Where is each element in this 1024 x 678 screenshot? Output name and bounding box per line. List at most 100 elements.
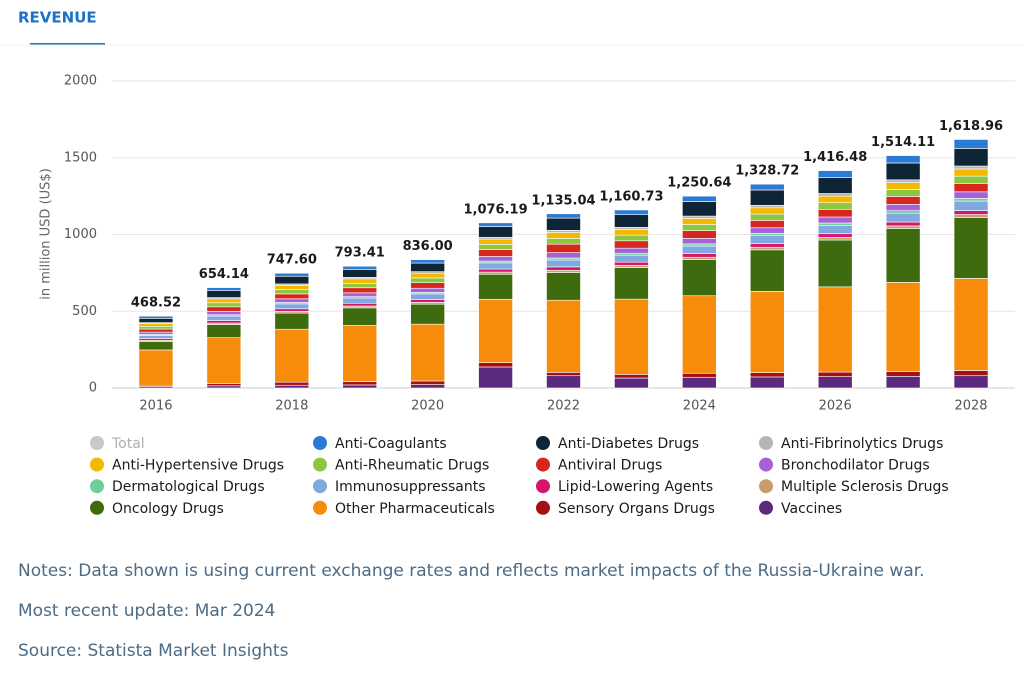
legend-label[interactable]: Anti-Fibrinolytics Drugs [781,436,943,452]
total-label: 468.52 [131,296,181,311]
x-tick-label: 2028 [954,399,987,414]
legend-label[interactable]: Antiviral Drugs [558,458,662,474]
bar-segment [138,323,174,327]
legend-label[interactable]: Anti-Diabetes Drugs [558,436,699,452]
total-label: 654.14 [199,267,249,282]
bar-segment [682,372,717,378]
bar-segment [206,315,242,321]
bar-segment [206,385,242,389]
bar-segment [546,213,581,219]
bar-segment [885,179,921,183]
bar-segment [749,243,785,248]
legend-swatch[interactable] [313,457,327,472]
bar-segment [410,323,445,382]
x-tick-label: 2018 [275,399,308,414]
legend-swatch[interactable] [90,436,104,450]
bar-segment [885,282,921,372]
legend-swatch[interactable] [313,500,327,515]
bar-segment [885,196,921,205]
legend-label[interactable]: Other Pharmaceuticals [335,501,495,517]
bar-segment [206,302,242,308]
legend-swatch[interactable] [90,479,104,494]
legend-label[interactable]: Bronchodilator Drugs [781,458,930,474]
legend-label[interactable]: Anti-Hypertensive Drugs [112,458,284,474]
bar-segment [478,222,513,227]
x-tick-label: 2016 [139,399,172,414]
bar-segment [614,209,649,215]
bar-segment [342,287,378,294]
bar-segment [749,205,785,209]
bar-segment [817,286,853,373]
bar-segment [749,372,785,378]
bar-segment [138,325,174,330]
bar-segment [274,303,310,310]
bar-segment [546,252,581,259]
bar-segment [410,262,445,272]
bar-segment [342,307,378,326]
bar-segment [274,384,310,389]
bar-segment [342,325,378,382]
legend-swatch[interactable] [536,457,550,472]
bar-segment [206,287,242,291]
legend-label[interactable]: Total [111,436,145,452]
bar-segment [138,318,174,323]
legend-swatch[interactable] [536,479,550,494]
bar-segment [885,182,921,190]
total-label: 793.41 [335,246,385,261]
bar-segment [410,384,445,389]
legend-label[interactable]: Immunosuppressants [335,479,486,495]
bar-segment [953,214,989,218]
bar-segment [342,269,378,278]
total-label: 1,618.96 [939,119,1003,134]
legend-swatch[interactable] [759,500,773,515]
bar-segment [614,298,649,375]
note: Notes: Data shown is using current excha… [18,561,925,581]
bar-segment [342,292,378,297]
legend-label[interactable]: Vaccines [781,501,842,517]
bar-segment [546,230,581,233]
legend-swatch[interactable] [313,436,327,450]
bar-segment [749,227,785,234]
legend-swatch[interactable] [313,479,327,494]
legend-label[interactable]: Anti-Rheumatic Drugs [335,458,489,474]
bar-segment [749,213,785,221]
bar-segment [885,212,921,223]
note: Source: Statista Market Insights [18,641,289,661]
bar-segment [274,381,310,386]
bar-segment [682,295,717,374]
bar-segment [478,268,513,273]
bar-segment [410,380,445,385]
bar-segment [953,165,989,170]
bar-segment [206,306,242,312]
bar-segment [953,370,989,377]
bar-segment [953,375,989,389]
legend-swatch[interactable] [759,479,773,494]
bar-segment [546,232,581,239]
legend-swatch[interactable] [536,500,550,515]
bar-segment [749,183,785,191]
tab-label[interactable]: REVENUE [18,9,97,27]
x-tick-label: 2022 [547,399,580,414]
total-label: 1,328.72 [735,164,799,179]
bar-segment [206,298,242,304]
legend-label[interactable]: Lipid-Lowering Agents [558,479,713,495]
bar-segment [749,207,785,215]
bar-segment [342,283,378,289]
legend-swatch[interactable] [90,500,104,515]
bar-segment [342,381,378,386]
legend-swatch[interactable] [759,436,773,450]
bar-segment [478,273,513,300]
legend-label[interactable]: Dermatological Drugs [112,479,265,495]
bar-segment [546,375,581,389]
legend-swatch[interactable] [759,457,773,472]
bar-segment [274,328,310,383]
legend-label[interactable]: Oncology Drugs [112,501,224,517]
legend-swatch[interactable] [536,436,550,450]
legend-label[interactable]: Anti-Coagulants [335,436,447,452]
legend-swatch[interactable] [90,457,104,472]
legend-label[interactable]: Multiple Sclerosis Drugs [781,479,949,495]
legend-label[interactable]: Sensory Organs Drugs [558,501,715,517]
y-tick-label: 500 [72,304,97,319]
bar-segment [682,218,717,225]
